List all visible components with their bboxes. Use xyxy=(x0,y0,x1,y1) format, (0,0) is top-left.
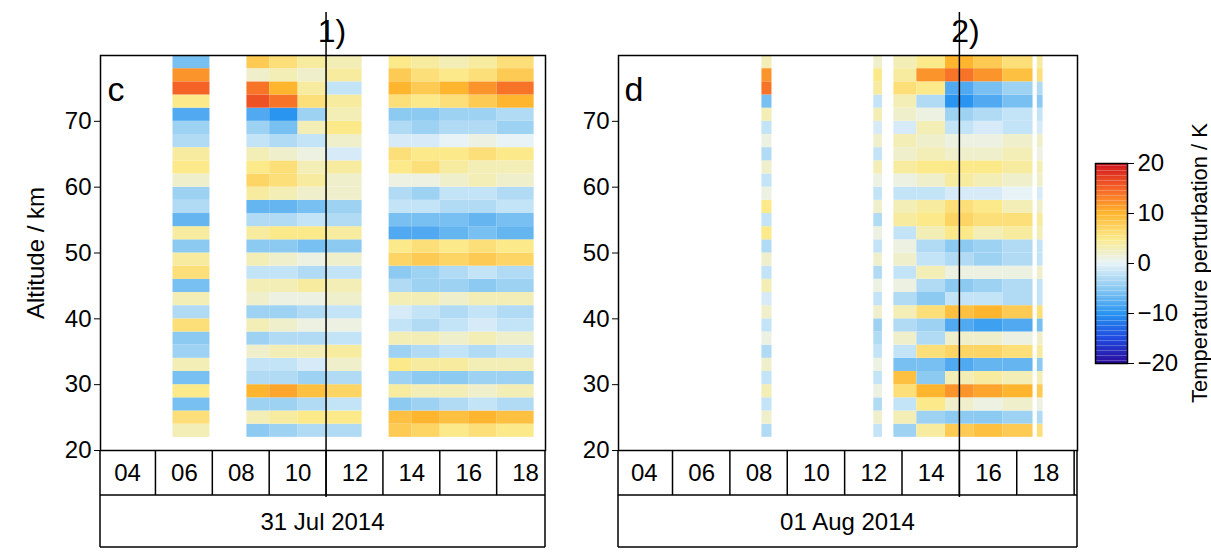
svg-text:01 Aug 2014: 01 Aug 2014 xyxy=(780,508,915,535)
svg-text:20: 20 xyxy=(583,436,610,463)
svg-text:31 Jul 2014: 31 Jul 2014 xyxy=(260,508,384,535)
svg-text:Altitude / km: Altitude / km xyxy=(22,187,49,319)
svg-text:c: c xyxy=(108,70,125,108)
svg-text:40: 40 xyxy=(583,305,610,332)
svg-text:1): 1) xyxy=(318,13,346,49)
svg-text:d: d xyxy=(625,70,644,108)
svg-text:16: 16 xyxy=(975,459,1002,486)
svg-text:40: 40 xyxy=(65,305,92,332)
svg-text:18: 18 xyxy=(1033,459,1060,486)
svg-text:14: 14 xyxy=(399,459,426,486)
svg-text:16: 16 xyxy=(455,459,482,486)
svg-text:30: 30 xyxy=(583,370,610,397)
svg-text:Temperature perturbation / K: Temperature perturbation / K xyxy=(1187,123,1211,403)
svg-text:08: 08 xyxy=(746,459,773,486)
svg-text:70: 70 xyxy=(583,107,610,134)
svg-text:60: 60 xyxy=(65,173,92,200)
svg-text:06: 06 xyxy=(171,459,198,486)
svg-text:50: 50 xyxy=(583,239,610,266)
svg-text:2): 2) xyxy=(951,13,979,49)
svg-text:70: 70 xyxy=(65,107,92,134)
svg-text:10: 10 xyxy=(285,459,312,486)
svg-text:−10: −10 xyxy=(1138,299,1179,326)
svg-text:12: 12 xyxy=(342,459,369,486)
svg-text:12: 12 xyxy=(860,459,887,486)
svg-text:20: 20 xyxy=(65,436,92,463)
svg-text:60: 60 xyxy=(583,173,610,200)
svg-text:50: 50 xyxy=(65,239,92,266)
svg-text:04: 04 xyxy=(114,459,141,486)
svg-text:10: 10 xyxy=(803,459,830,486)
svg-text:−20: −20 xyxy=(1138,349,1179,376)
svg-text:20: 20 xyxy=(1138,149,1165,176)
svg-text:08: 08 xyxy=(228,459,255,486)
svg-text:06: 06 xyxy=(688,459,715,486)
svg-text:30: 30 xyxy=(65,370,92,397)
svg-text:10: 10 xyxy=(1138,199,1165,226)
svg-text:14: 14 xyxy=(918,459,945,486)
svg-text:18: 18 xyxy=(512,459,539,486)
svg-text:04: 04 xyxy=(631,459,658,486)
svg-text:0: 0 xyxy=(1138,249,1151,276)
